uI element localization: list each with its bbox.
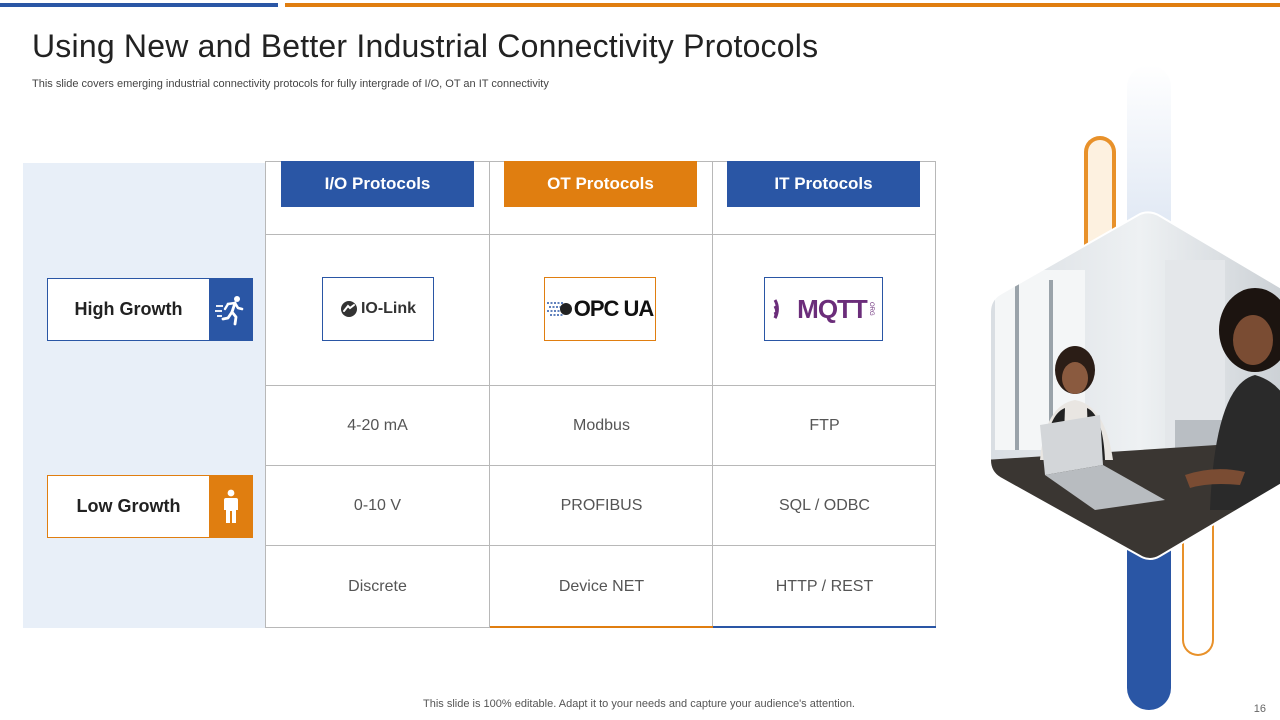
- row-divider: [266, 385, 935, 386]
- io-row-3: Discrete: [348, 578, 407, 595]
- row-divider: [266, 234, 935, 235]
- high-growth-label: High Growth: [74, 299, 183, 319]
- ot-row-3: Device NET: [558, 578, 645, 595]
- slide-title: Using New and Better Industrial Connecti…: [32, 28, 819, 64]
- it-row-2: SQL / ODBC: [779, 497, 870, 514]
- growth-side-panel: [23, 163, 266, 628]
- column-divider: [489, 162, 490, 627]
- column-divider: [712, 162, 713, 627]
- running-person-icon: [209, 279, 252, 340]
- io-protocols-header: I/O Protocols: [281, 161, 474, 207]
- protocols-table: I/O Protocols OT Protocols IT Protocols …: [265, 161, 936, 628]
- it-protocols-header: IT Protocols: [727, 161, 920, 207]
- it-row-3: HTTP / REST: [775, 578, 874, 595]
- top-accent-bar-blue: [0, 3, 278, 7]
- opc-ua-mark-icon: [546, 302, 572, 316]
- io-link-logo: IO-Link: [322, 277, 434, 341]
- page-number: 16: [1253, 703, 1266, 715]
- ot-row-1: Modbus: [573, 417, 630, 434]
- low-growth-label-box: Low Growth: [47, 475, 253, 538]
- office-meeting-photo: [989, 211, 1280, 560]
- footer-note: This slide is 100% editable. Adapt it to…: [423, 698, 855, 710]
- high-growth-label-box: High Growth: [47, 278, 253, 341]
- ot-protocols-header: OT Protocols: [504, 161, 697, 207]
- mqtt-logo-subtext: ORG: [867, 302, 874, 316]
- top-accent-bar-orange: [285, 3, 1280, 7]
- standing-person-icon: [209, 476, 252, 537]
- io-link-logo-text: IO-Link: [360, 300, 417, 317]
- column-accent-blue: [713, 626, 936, 628]
- io-row-2: 0-10 V: [353, 497, 402, 514]
- mqtt-waves-icon: [773, 299, 780, 319]
- mqtt-logo: MQTT ORG: [764, 277, 883, 341]
- low-growth-label: Low Growth: [76, 496, 181, 516]
- decorative-outline-orange-bottom: [1182, 470, 1214, 656]
- row-divider: [266, 465, 935, 466]
- io-row-1: 4-20 mA: [347, 417, 408, 434]
- opc-ua-logo-text: OPC UA: [573, 296, 655, 321]
- io-link-mark-icon: [340, 301, 357, 317]
- row-divider: [266, 545, 935, 546]
- opc-ua-logo: OPC UA: [544, 277, 656, 341]
- ot-row-2: PROFIBUS: [560, 497, 643, 514]
- column-accent-orange: [490, 626, 713, 628]
- mqtt-logo-text: MQTT: [797, 293, 868, 324]
- it-row-1: FTP: [809, 417, 840, 434]
- slide-subtitle: This slide covers emerging industrial co…: [32, 78, 549, 90]
